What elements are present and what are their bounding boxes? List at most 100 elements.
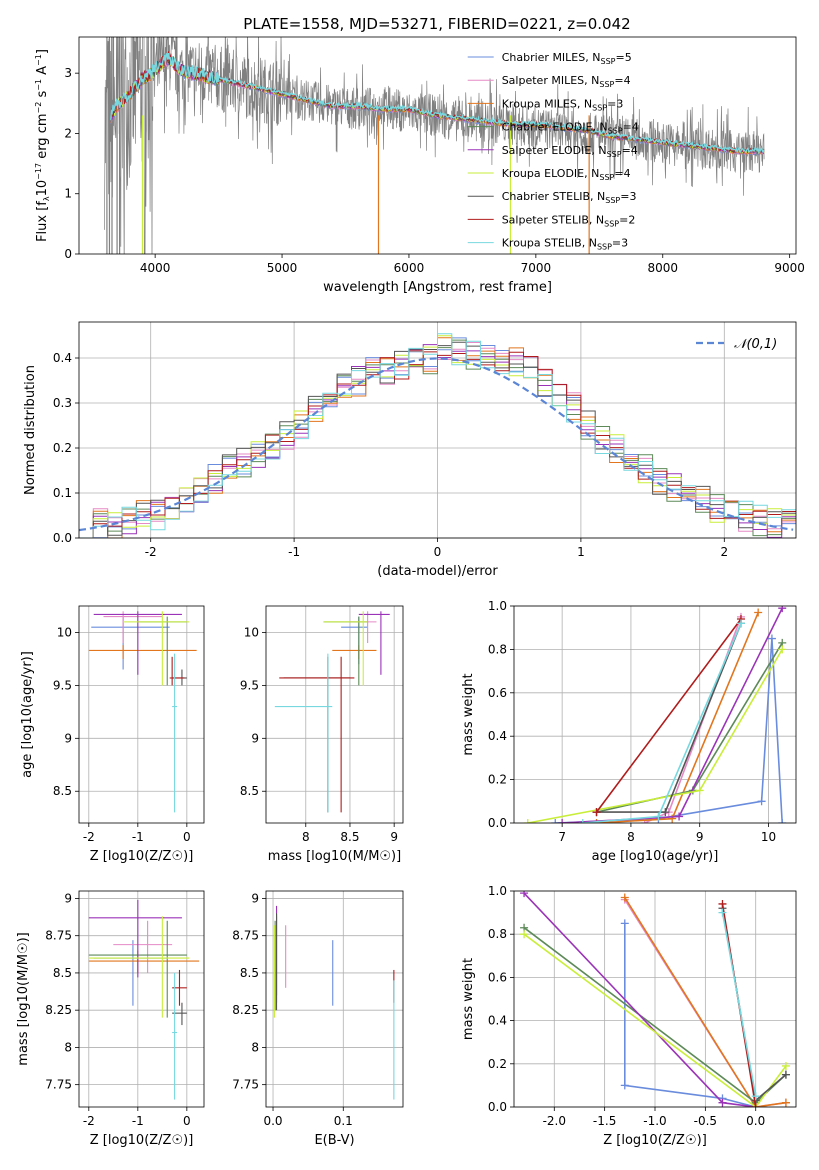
legend-nssp: 3 (621, 237, 628, 250)
legend-entry: Kroupa ELODIE, NSSP=4 (502, 167, 631, 182)
x-tick-label: 0 (434, 545, 442, 559)
legend-nssp: 4 (632, 121, 639, 134)
y-axis-label: mass [log10(M/M☉)] (16, 932, 31, 1065)
plot-content (104, 37, 765, 254)
x-tick-label: -2 (145, 545, 157, 559)
plot-area (266, 606, 403, 823)
figure-title: PLATE=1558, MJD=53271, FIBERID=0221, z=0… (243, 15, 630, 33)
data-point (778, 819, 787, 823)
y-tick-label: 1.0 (488, 599, 507, 613)
x-tick-label: -2 (83, 830, 95, 844)
histogram-4 (79, 339, 796, 538)
y-tick-label: 0.2 (488, 1057, 507, 1071)
legend-nssp: 3 (629, 190, 636, 203)
data-point (668, 814, 677, 823)
data-point (620, 919, 629, 928)
legend-nssp: 4 (631, 144, 638, 157)
y-tick-label: 8.5 (240, 966, 259, 980)
grid (266, 606, 403, 823)
panel-massweight_vs_Z: -2.0 -1.5 -1.0 -0.5 0.0 0.0 0.2 0.4 0.6 0.8 1.0 Z [… (461, 884, 797, 1148)
x-axis-label: E(B-V) (314, 1133, 354, 1148)
data-point (620, 1081, 629, 1090)
y-tick-label: 8.5 (53, 784, 72, 798)
y-tick-label: 0.8 (488, 927, 507, 941)
plot-content (273, 905, 395, 1100)
histogram-9 (79, 333, 796, 538)
legend-entry: Salpeter STELIB, NSSP=2 (502, 213, 636, 228)
x-axis-label: Z [log10(Z/Z☉)] (603, 1133, 707, 1148)
plot-content (523, 606, 787, 823)
x-tick-label: -1 (288, 545, 300, 559)
y-tick-label: 0.4 (488, 729, 507, 743)
axes-frame (265, 605, 404, 824)
y-tick-label: 1.0 (488, 884, 507, 898)
axes-frame (78, 321, 797, 539)
y-tick-label: 9.5 (53, 678, 72, 692)
data-point (767, 634, 776, 643)
y-tick-label: 0.4 (488, 1014, 507, 1028)
data-point (551, 819, 560, 823)
data-point (757, 797, 766, 806)
x-tick-label: 10 (761, 830, 776, 844)
panel-residuals: -2 -1 0 1 2 0.0 0.1 0.2 0.3 0.4 (data-model)/error… (23, 321, 797, 579)
legend-model-name: Chabrier STELIB (502, 190, 590, 203)
legend-nssp: 5 (625, 51, 632, 64)
legend-model-name: Chabrier ELODIE (502, 121, 593, 134)
y-tick-label: 8.25 (232, 1003, 259, 1017)
data-point (578, 819, 587, 823)
legend-model-name: Kroupa MILES (502, 97, 577, 110)
y-tick-label: 10 (244, 625, 259, 639)
x-tick-label: 6000 (394, 261, 425, 275)
x-tick-label: 8 (302, 830, 310, 844)
axes-frame (78, 36, 797, 255)
y-tick-label: 9.5 (240, 678, 259, 692)
legend-model-name: Salpeter MILES (502, 74, 584, 87)
x-tick-label: 8.5 (340, 830, 359, 844)
axes-frame (78, 605, 205, 824)
plot-area (514, 606, 796, 823)
data-point (736, 619, 745, 628)
panel-age_vs_mass: 8 8.5 9 8.5 9 9.5 10 mass [log10(M/M☉)] (240, 605, 404, 864)
y-tick-label: 0.6 (488, 970, 507, 984)
y-tick-label: 9 (64, 731, 72, 745)
data-point (778, 606, 787, 613)
data-point (520, 930, 529, 939)
x-tick-label: 0 (183, 830, 191, 844)
y-tick-label: 0.8 (488, 642, 507, 656)
x-tick-label: 8 (627, 830, 635, 844)
axes-frame (513, 890, 797, 1108)
x-axis-label: age [log10(age/yr)] (592, 849, 719, 864)
legend-entry: Chabrier STELIB, NSSP=3 (502, 190, 637, 205)
y-tick-label: 9 (251, 891, 259, 905)
legend-model-name: Kroupa ELODIE (502, 167, 584, 180)
plot-content (79, 333, 796, 538)
x-axis-label: Z [log10(Z/Z☉)] (90, 1133, 194, 1148)
x-tick-label: 7000 (521, 261, 552, 275)
plot-area (266, 891, 403, 1107)
panel-mass_vs_Z: -2 -1 0 7.75 8 8.25 8.5 8.75 9 Z [log10(Z/Z☉)] mas… (16, 890, 205, 1148)
legend-entry: Chabrier MILES, NSSP=5 (502, 51, 632, 66)
data-point (751, 1092, 760, 1101)
massweight-line-3 (624, 897, 787, 1107)
legend-entry: Chabrier ELODIE, NSSP=4 (502, 121, 639, 136)
legend-entry: Salpeter MILES, NSSP=4 (502, 74, 631, 89)
axes-frame (265, 890, 404, 1108)
gaussian-curve (79, 357, 794, 532)
data-point (718, 899, 727, 908)
data-point (620, 893, 629, 902)
data-point (520, 891, 529, 898)
plot-area (79, 891, 204, 1107)
data-point (781, 1061, 790, 1070)
x-axis-label: Z [log10(Z/Z☉)] (90, 849, 194, 864)
y-tick-label: 0.2 (488, 773, 507, 787)
x-tick-label: -2 (83, 1114, 95, 1128)
data-point (751, 1103, 760, 1107)
legend-model-name: Salpeter STELIB (502, 213, 589, 226)
y-tick-label: 0.0 (488, 816, 507, 830)
axes-frame (513, 605, 797, 824)
y-tick-label: 9 (251, 731, 259, 745)
y-tick-label: 2 (64, 126, 72, 140)
grid (266, 891, 403, 1107)
